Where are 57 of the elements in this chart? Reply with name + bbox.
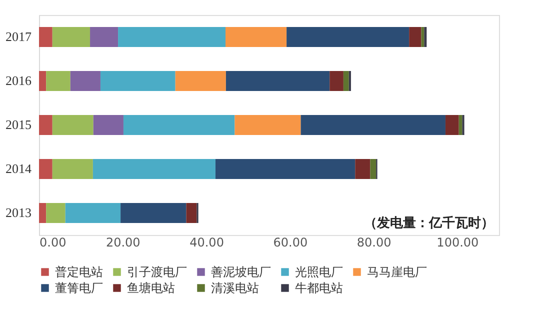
legend-label: 马马崖电厂 (367, 265, 427, 279)
bar (90, 27, 118, 47)
bar (92, 159, 216, 179)
bar (39, 27, 52, 47)
bar (226, 27, 287, 47)
bar (226, 71, 330, 91)
bar (370, 159, 376, 179)
bar (65, 203, 121, 223)
legend-label: 光照电厂 (295, 265, 343, 279)
bar (458, 115, 462, 135)
annotation: （发电量：亿千瓦时） (364, 215, 494, 231)
bar (39, 203, 46, 223)
x-tick-label: 20.00 (106, 236, 140, 250)
bar (286, 27, 410, 47)
legend-label: 清溪电站 (211, 281, 259, 295)
bar (421, 27, 424, 47)
x-tick-label: 0.00 (40, 236, 66, 250)
legend-label: 鱼塘电站 (127, 281, 175, 295)
legend-label: 引子渡电厂 (127, 265, 187, 279)
bar (215, 159, 356, 179)
bar (39, 71, 46, 91)
bar (118, 27, 226, 47)
bar (300, 115, 446, 135)
bar (93, 115, 124, 135)
legend-label: 善泥坡电厂 (211, 265, 271, 279)
x-tick-label: 40.00 (190, 236, 224, 250)
x-tick-label: 80.00 (356, 236, 392, 250)
legend-label: 牛都电站 (295, 281, 343, 295)
bar (120, 203, 186, 223)
y-tick-label: 2013 (6, 205, 32, 220)
bar (123, 115, 235, 135)
bar (70, 71, 100, 91)
bar (343, 71, 349, 91)
legend-label: 董箐电厂 (55, 281, 103, 295)
y-tick-label: 2017 (6, 29, 32, 44)
bar (234, 115, 301, 135)
y-tick-label: 2015 (6, 117, 32, 132)
bar (445, 115, 459, 135)
bar (186, 203, 197, 223)
y-tick-label: 2014 (6, 161, 32, 176)
bar (330, 71, 344, 91)
bar (355, 159, 370, 179)
x-tick-label: 100.00 (436, 236, 479, 250)
bar (52, 159, 93, 179)
bar (175, 71, 226, 91)
bar (52, 27, 90, 47)
bar (39, 159, 52, 179)
legend-label: 普定电站 (55, 265, 103, 279)
bar (409, 27, 422, 47)
bar (39, 115, 52, 135)
x-tick-label: 60.00 (273, 236, 308, 250)
bar (424, 27, 427, 47)
bar (100, 71, 176, 91)
bar (46, 203, 66, 223)
bar (52, 115, 94, 135)
bar (46, 71, 70, 91)
y-tick-label: 2016 (6, 73, 32, 88)
